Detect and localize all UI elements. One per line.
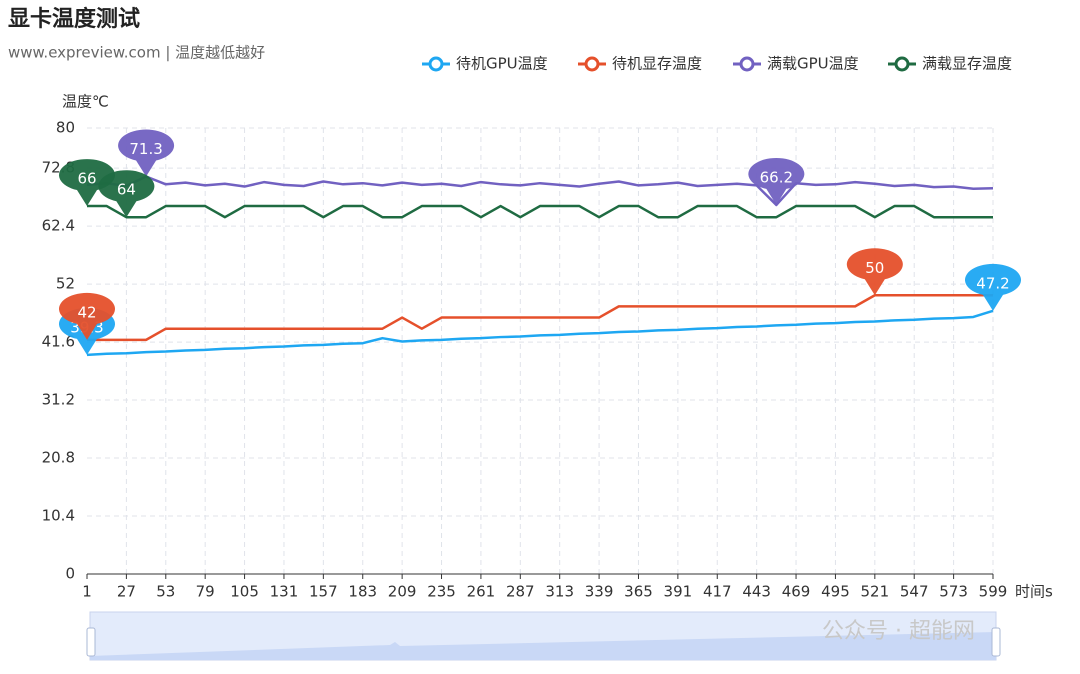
- mark-pin: [846, 248, 903, 296]
- mark-label: 64: [117, 181, 136, 199]
- mark-pin: [965, 263, 1022, 311]
- x-tick-label: 547: [900, 583, 929, 601]
- legend-label: 满载显存温度: [922, 55, 1012, 73]
- x-tick-label: 469: [782, 583, 811, 601]
- data-zoom[interactable]: [86, 611, 1001, 661]
- legend-item[interactable]: 待机显存温度: [578, 55, 702, 73]
- mark-label: 47.2: [976, 274, 1009, 292]
- series-line: [87, 294, 993, 342]
- mark-label: 71.3: [129, 140, 162, 158]
- series-line: [87, 204, 993, 219]
- chart-subtitle: www.expreview.com | 温度越低越好: [8, 44, 265, 62]
- x-tick-label: 79: [196, 583, 215, 601]
- x-tick-label: 27: [117, 583, 136, 601]
- x-tick-label: 287: [506, 583, 535, 601]
- legend-label: 待机显存温度: [612, 55, 702, 73]
- x-tick-label: 209: [388, 583, 417, 601]
- chart-title: 显卡温度测试: [8, 6, 140, 32]
- mark-label: 50: [865, 259, 884, 277]
- y-tick-label: 41.6: [42, 333, 75, 351]
- y-tick-label: 10.4: [42, 507, 75, 525]
- x-tick-label: 391: [664, 583, 693, 601]
- watermark: 公众号 · 超能网: [822, 619, 975, 644]
- x-tick-label: 131: [270, 583, 299, 601]
- zoom-preview: [90, 632, 996, 660]
- y-tick-label: 0: [65, 565, 75, 583]
- legend-marker: [894, 56, 910, 72]
- x-tick-label: 339: [585, 583, 614, 601]
- x-axis-title: 时间s: [1015, 583, 1053, 601]
- legend-marker: [584, 56, 600, 72]
- legend-label: 满载GPU温度: [767, 55, 859, 73]
- x-tick-label: 573: [939, 583, 968, 601]
- legend-item[interactable]: 满载GPU温度: [733, 55, 859, 73]
- x-tick-label: 1: [82, 583, 92, 601]
- mark-label: 66: [77, 170, 96, 188]
- x-tick-label: 443: [742, 583, 771, 601]
- series-line: [86, 309, 994, 357]
- x-tick-label: 261: [467, 583, 496, 601]
- zoom-handle[interactable]: [991, 627, 1001, 657]
- x-tick-label: 417: [703, 583, 732, 601]
- x-tick-label: 157: [309, 583, 338, 601]
- y-tick-label: 52: [56, 275, 75, 293]
- x-tick-label: 521: [861, 583, 890, 601]
- mark-pin: [59, 292, 115, 340]
- mark-pin: [748, 157, 805, 205]
- legend-label: 待机GPU温度: [456, 55, 548, 73]
- legend-item[interactable]: 满载显存温度: [888, 55, 1012, 73]
- x-tick-label: 235: [427, 583, 456, 601]
- x-tick-label: 365: [624, 583, 653, 601]
- mark-label: 42: [77, 303, 96, 321]
- x-tick-label: 495: [821, 583, 850, 601]
- x-tick-label: 313: [545, 583, 574, 601]
- y-tick-label: 80: [56, 119, 75, 137]
- x-tick-label: 53: [156, 583, 175, 601]
- x-tick-label: 183: [348, 583, 377, 601]
- series-line: [86, 175, 994, 207]
- mark-label: 66.2: [760, 168, 793, 186]
- mark-pin: [98, 170, 155, 218]
- zoom-handle[interactable]: [86, 627, 96, 657]
- y-tick-label: 20.8: [42, 449, 75, 467]
- mark-pin: [118, 129, 175, 177]
- x-tick-label: 105: [230, 583, 259, 601]
- y-tick-label: 62.4: [42, 217, 75, 235]
- y-axis-title: 温度℃: [62, 93, 109, 111]
- x-tick-label: 599: [979, 583, 1008, 601]
- mark-pin: [59, 159, 115, 207]
- legend-item[interactable]: 待机GPU温度: [422, 55, 548, 73]
- y-tick-label: 31.2: [42, 391, 75, 409]
- legend-marker: [739, 56, 755, 72]
- legend-marker: [428, 56, 444, 72]
